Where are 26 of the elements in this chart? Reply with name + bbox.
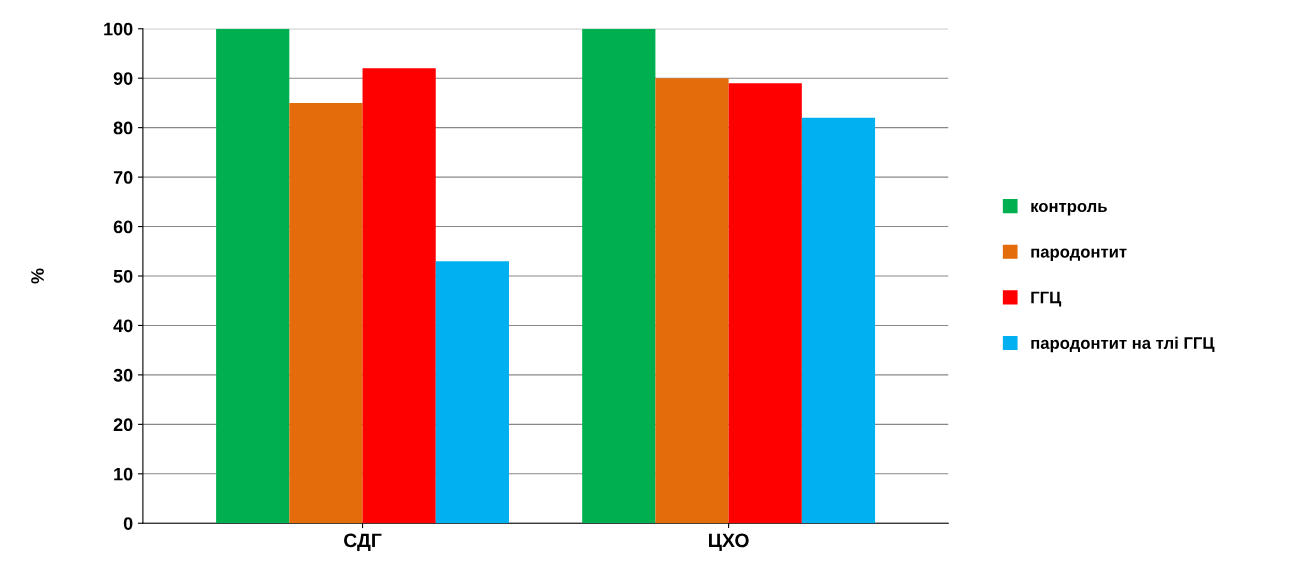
y-tick-label: 20 (113, 418, 133, 432)
y-axis-title: % (31, 268, 44, 284)
y-tick-label: 100 (104, 22, 133, 36)
x-tick-label: СДГ (344, 533, 382, 551)
bar (216, 28, 290, 524)
bar (655, 78, 729, 524)
y-tick-label: 30 (113, 368, 133, 382)
bar (289, 102, 363, 524)
legend-label: пародонтит (1031, 248, 1127, 261)
bar (728, 83, 802, 524)
bar (801, 117, 876, 524)
bar (435, 261, 509, 524)
y-tick-label: 60 (113, 220, 133, 234)
y-tick-label: 50 (113, 269, 133, 283)
legend-label: ГГЦ (1031, 291, 1062, 307)
y-tick-label: 80 (113, 121, 133, 135)
bar (582, 28, 656, 524)
y-tick-label: 90 (113, 72, 133, 85)
bar (362, 68, 436, 524)
y-tick-label: 70 (113, 171, 133, 184)
legend-label: пародонтит на тлі ГГЦ (1031, 336, 1215, 353)
legend-label: контроль (1031, 202, 1107, 216)
y-tick-label: 40 (113, 319, 133, 333)
y-tick-label: 0 (123, 517, 133, 530)
x-tick-label: ЦХО (709, 533, 749, 551)
y-tick-label: 10 (114, 467, 133, 481)
